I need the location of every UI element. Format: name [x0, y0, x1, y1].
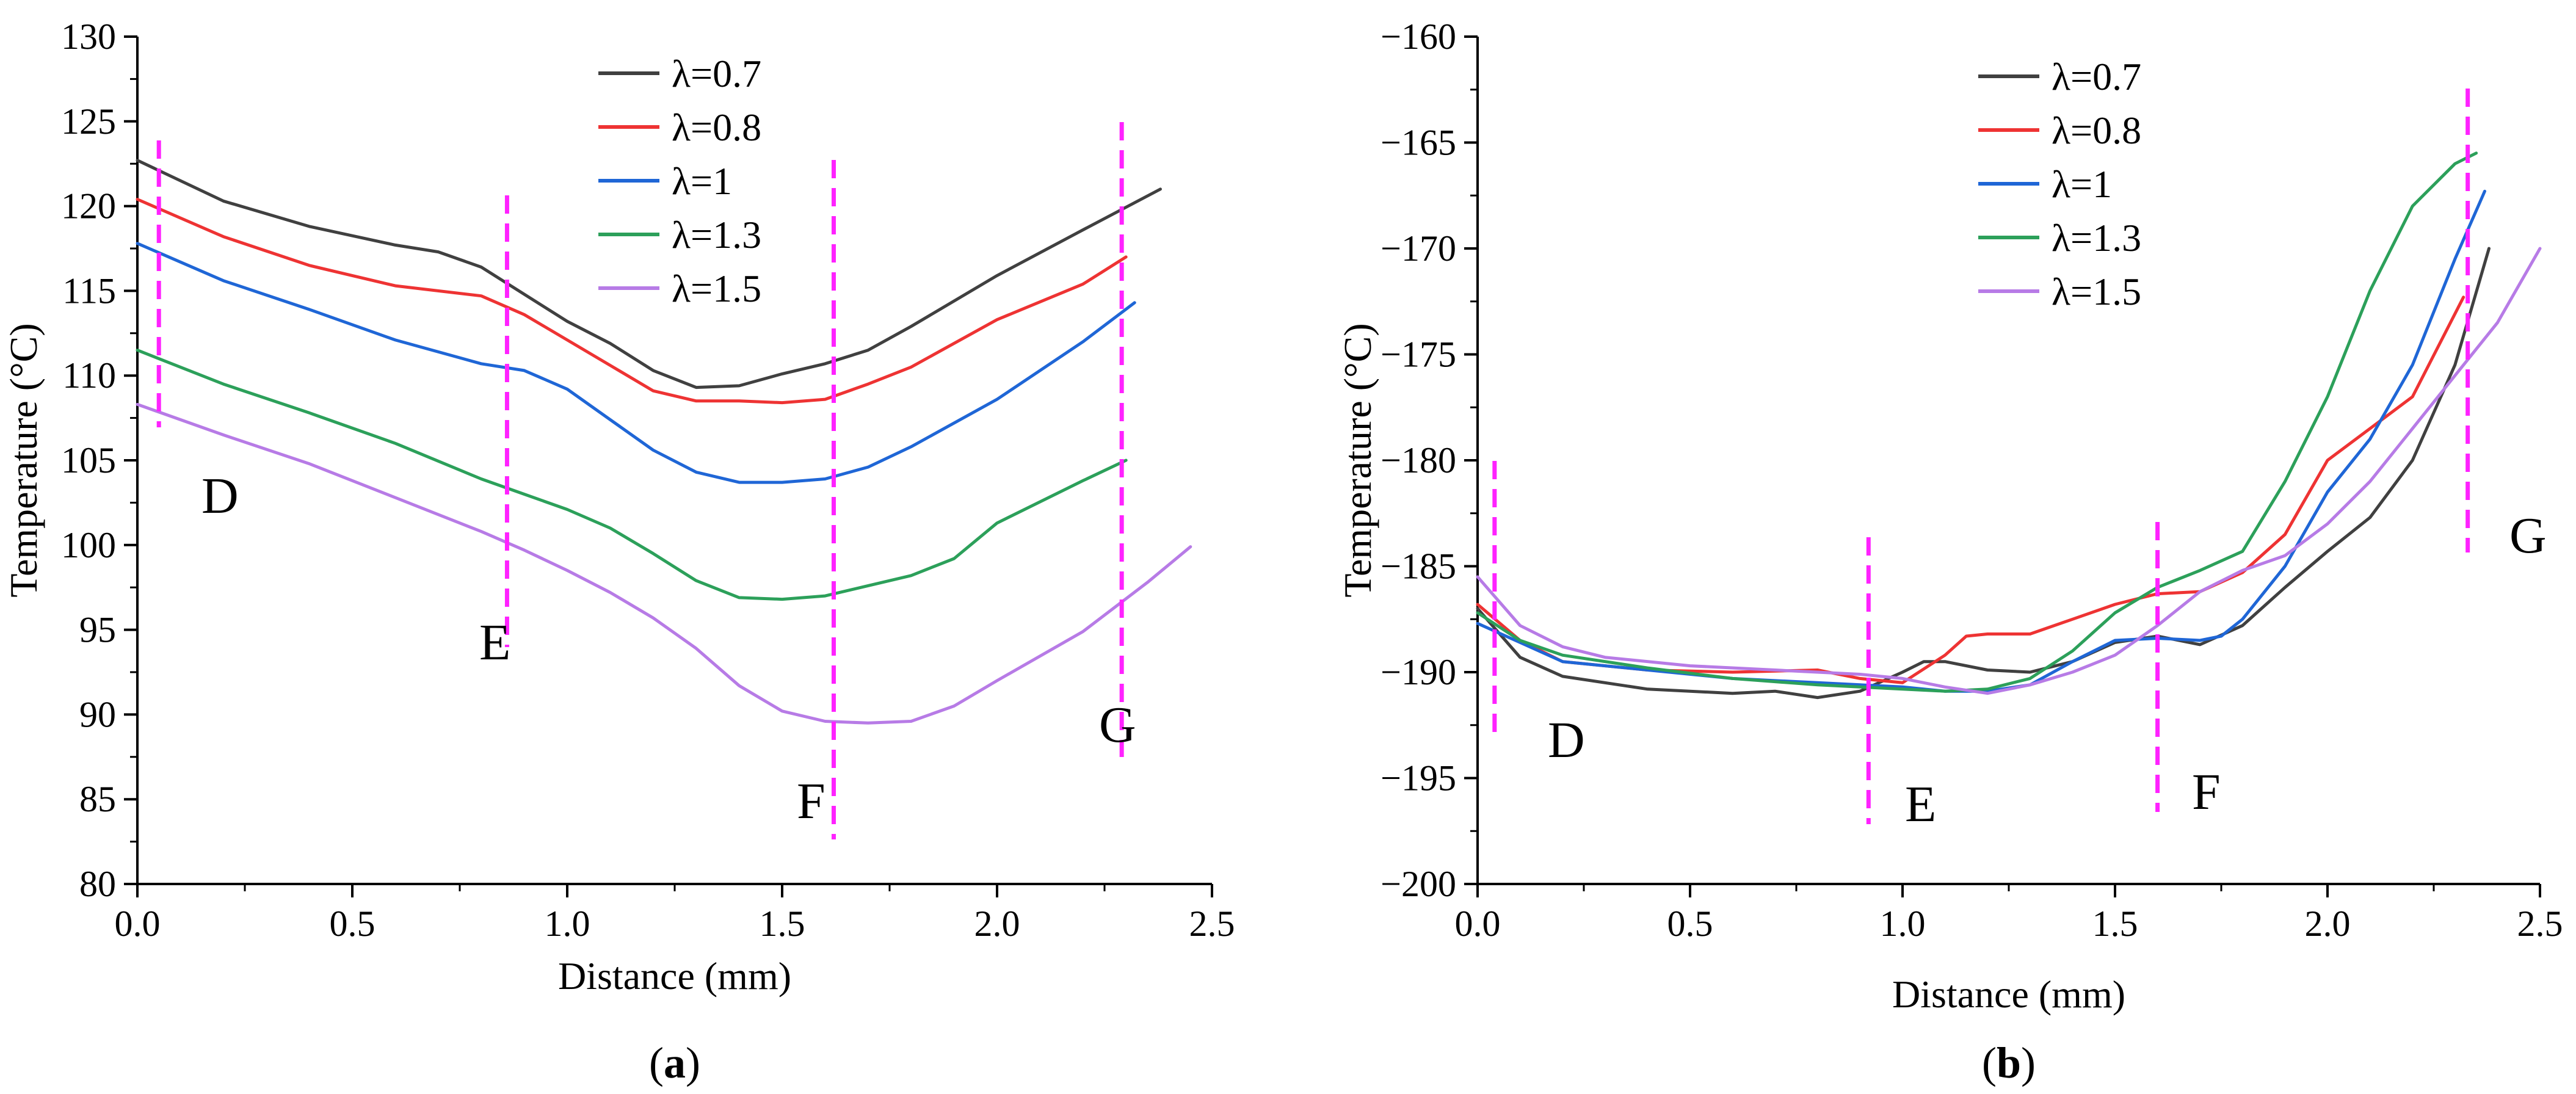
legend-label-4: λ=1.3 [2052, 216, 2141, 259]
legend-label-4: λ=1.3 [672, 213, 761, 256]
legend-label-1: λ=0.7 [672, 52, 761, 95]
x-tick-label: 0.0 [115, 904, 161, 944]
y-tick-label: −165 [1381, 123, 1456, 163]
x-tick-label: 1.0 [1880, 904, 1926, 944]
legend-label-2: λ=0.8 [2052, 109, 2141, 152]
legend-label-3: λ=1 [2052, 162, 2112, 206]
x-tick-label: 1.5 [2092, 904, 2138, 944]
y-tick-label: −190 [1381, 652, 1456, 692]
series-line-2 [136, 198, 1128, 405]
panel-label: (b) [1982, 1038, 2036, 1087]
x-tick-label: 2.5 [1189, 904, 1235, 944]
y-tick-label: −195 [1381, 758, 1456, 799]
legend-label-3: λ=1 [672, 159, 732, 203]
y-tick-label: 80 [79, 864, 116, 904]
marker-label-f: F [797, 773, 825, 830]
y-axis-title: Temperature (°C) [1336, 323, 1379, 597]
series-line-1 [136, 159, 1162, 389]
series-line-5 [1476, 247, 2542, 695]
x-axis-title: Distance (mm) [558, 954, 791, 998]
y-tick-label: 125 [61, 101, 116, 142]
legend-label-1: λ=0.7 [2052, 55, 2141, 98]
y-tick-label: 100 [61, 525, 116, 565]
marker-label-g: G [2509, 507, 2547, 564]
y-tick-label: 105 [61, 440, 116, 480]
x-tick-label: 0.5 [1667, 904, 1713, 944]
y-tick-label: −185 [1381, 546, 1456, 587]
y-tick-label: 110 [62, 355, 116, 396]
y-tick-label: −200 [1381, 864, 1456, 904]
legend-label-5: λ=1.5 [672, 267, 761, 310]
panel-label: (a) [649, 1038, 700, 1087]
y-tick-label: −180 [1381, 440, 1456, 480]
series-line-2 [1476, 295, 2465, 684]
x-tick-label: 2.5 [2517, 904, 2563, 944]
y-tick-label: 130 [61, 16, 116, 57]
y-tick-label: 85 [79, 779, 116, 819]
x-tick-label: 1.5 [760, 904, 805, 944]
marker-label-f: F [2192, 764, 2221, 820]
y-tick-label: −175 [1381, 335, 1456, 375]
series-line-3 [1476, 189, 2486, 693]
y-tick-label: 115 [62, 270, 116, 311]
marker-label-g: G [1099, 697, 1136, 753]
x-tick-label: 2.0 [974, 904, 1020, 944]
series-line-4 [1476, 151, 2478, 693]
y-tick-label: −160 [1381, 16, 1456, 57]
chart-panel-b: 0.0 0.5 1.0 1.5 2.0 2.5 −200 −195 −190 −185 −180 −1… [1336, 16, 2563, 1087]
y-tick-label: −170 [1381, 228, 1456, 269]
series-line-4 [136, 349, 1128, 601]
y-tick-label: 120 [61, 186, 116, 226]
marker-label-d: D [1548, 712, 1585, 769]
series-line-5 [136, 402, 1192, 725]
marker-label-e: E [479, 614, 510, 671]
series-line-3 [136, 242, 1136, 484]
y-tick-label: 95 [79, 610, 116, 650]
x-tick-label: 0.0 [1455, 904, 1501, 944]
x-axis-title: Distance (mm) [1892, 973, 2125, 1016]
x-tick-label: 1.0 [545, 904, 590, 944]
y-axis-title: Temperature (°C) [2, 323, 45, 597]
x-tick-label: 2.0 [2305, 904, 2351, 944]
legend-label-5: λ=1.5 [2052, 270, 2141, 313]
marker-label-d: D [201, 468, 239, 524]
series-line-1 [1476, 247, 2491, 700]
chart-panel-a: 0.0 0.5 1.0 1.5 2.0 2.5 80 85 90 95 100 105 110 115 12… [2, 16, 1235, 1087]
x-tick-label: 0.5 [330, 904, 376, 944]
marker-label-e: E [1905, 776, 1936, 833]
y-tick-label: 90 [79, 694, 116, 734]
legend-label-2: λ=0.8 [672, 106, 761, 149]
